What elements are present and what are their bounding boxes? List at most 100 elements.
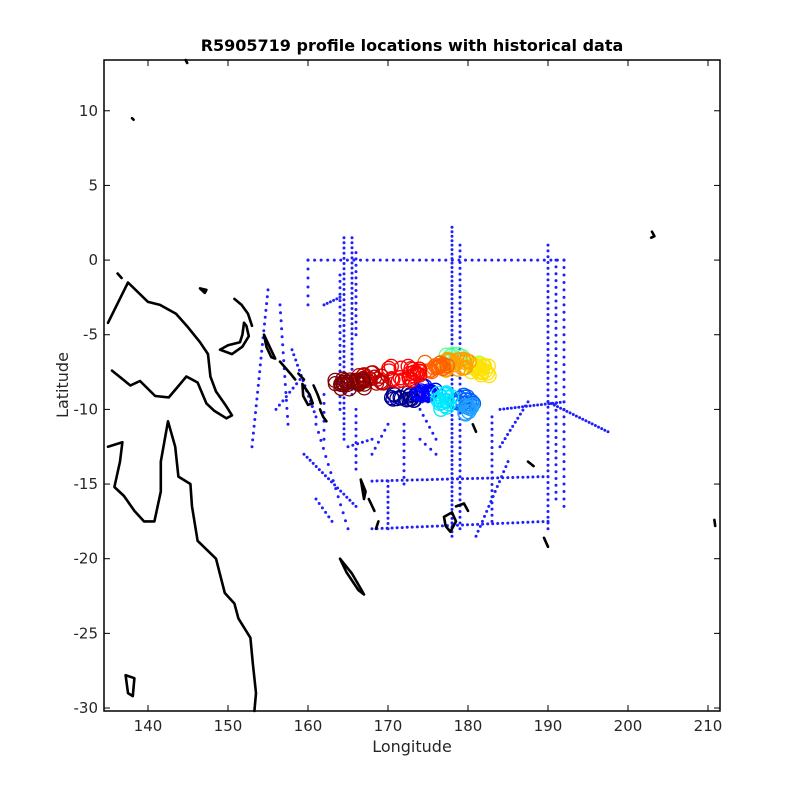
historical-point <box>511 521 515 525</box>
historical-point <box>354 467 358 471</box>
historical-point <box>265 295 269 299</box>
historical-point <box>435 477 439 481</box>
historical-point <box>450 418 454 422</box>
historical-point <box>260 349 264 353</box>
float-profile-marker <box>452 352 468 368</box>
historical-point <box>354 282 358 286</box>
historical-point <box>554 340 558 344</box>
chart-title: R5905719 profile locations with historic… <box>201 36 624 55</box>
historical-point <box>288 390 292 394</box>
historical-point <box>258 370 262 374</box>
historical-point <box>354 295 358 299</box>
historical-point <box>554 320 558 323</box>
historical-point <box>546 371 550 374</box>
historical-point <box>354 504 358 508</box>
coastline <box>297 372 306 381</box>
historical-point <box>425 525 429 528</box>
historical-point <box>486 476 490 480</box>
historical-point <box>251 431 255 435</box>
historical-point <box>490 427 494 431</box>
historical-point <box>554 415 558 419</box>
historical-point <box>445 477 449 481</box>
historical-point <box>554 299 558 303</box>
historical-point <box>562 363 566 367</box>
historical-point <box>450 292 454 296</box>
historical-point <box>450 328 454 332</box>
historical-point <box>251 438 255 442</box>
historical-point <box>402 422 406 426</box>
historical-point <box>546 290 550 293</box>
historical-point <box>503 437 507 441</box>
historical-point <box>354 441 358 445</box>
y-tick-label: -15 <box>74 475 99 493</box>
historical-point <box>536 403 540 407</box>
historical-point <box>555 401 558 405</box>
historical-point <box>284 391 288 394</box>
historical-point <box>291 386 295 390</box>
y-tick-label: -25 <box>74 624 99 642</box>
historical-point <box>456 523 459 527</box>
historical-point <box>458 434 462 438</box>
historical-point <box>431 258 435 262</box>
historical-point <box>450 243 454 247</box>
float-profiles-layer <box>327 346 497 422</box>
historical-point <box>450 427 454 431</box>
historical-point <box>523 258 527 262</box>
historical-point <box>562 325 566 329</box>
historical-point <box>450 445 454 449</box>
historical-point <box>536 520 540 524</box>
historical-point <box>257 377 261 381</box>
historical-point <box>386 490 390 494</box>
historical-point <box>322 410 326 414</box>
historical-point <box>331 479 335 483</box>
historical-point <box>370 479 374 483</box>
historical-point <box>423 442 427 446</box>
historical-point <box>350 256 354 260</box>
historical-point <box>317 468 321 472</box>
historical-point <box>549 258 553 262</box>
historical-point <box>342 277 346 281</box>
historical-point <box>450 225 454 229</box>
historical-point <box>346 527 350 531</box>
historical-point <box>536 475 540 479</box>
float-profile-marker <box>355 371 371 387</box>
historical-point <box>342 339 346 343</box>
historical-point <box>350 261 354 265</box>
historical-point <box>565 409 569 413</box>
historical-point <box>546 243 550 247</box>
historical-point <box>354 251 358 255</box>
historical-point <box>410 478 414 482</box>
historical-point <box>546 475 550 479</box>
float-profile-marker <box>373 368 389 384</box>
historical-point <box>450 252 454 256</box>
historical-point <box>554 279 558 283</box>
historical-point <box>440 524 444 528</box>
historical-point <box>430 524 434 528</box>
historical-point <box>410 525 414 529</box>
historical-point <box>584 419 588 423</box>
historical-point <box>554 449 558 453</box>
historical-point <box>350 352 354 356</box>
coastline <box>218 321 251 356</box>
historical-point <box>338 343 342 347</box>
historical-point <box>325 301 329 305</box>
float-profile-marker <box>385 372 401 388</box>
historical-point <box>458 376 462 380</box>
historical-point <box>350 246 354 250</box>
historical-point <box>306 258 310 262</box>
historical-point <box>320 471 324 475</box>
historical-point <box>350 276 354 280</box>
historical-point <box>450 306 454 310</box>
historical-point <box>450 449 454 453</box>
historical-point <box>350 271 354 275</box>
float-profile-marker <box>476 357 492 374</box>
historical-point <box>554 285 558 289</box>
historical-point <box>290 348 294 352</box>
historical-point <box>297 368 301 372</box>
historical-point <box>501 521 505 525</box>
historical-point <box>552 403 556 407</box>
historical-point <box>546 434 550 438</box>
historical-point <box>536 258 540 262</box>
plot-frame <box>103 59 721 712</box>
